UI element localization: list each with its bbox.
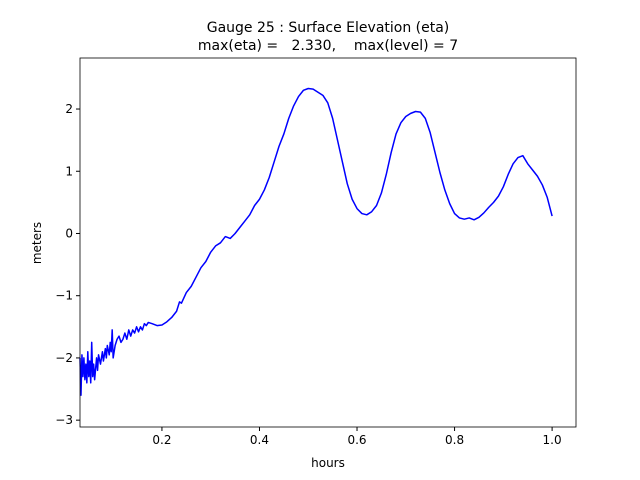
chart-title: Gauge 25 : Surface Elevation (eta) — [207, 20, 450, 36]
y-tick-label: 1 — [65, 164, 73, 178]
x-axis-label: hours — [311, 456, 345, 470]
y-tick-label: 0 — [65, 226, 73, 240]
y-tick-label: −3 — [55, 413, 73, 427]
y-tick-label: −1 — [55, 289, 73, 303]
data-line — [79, 87, 553, 397]
x-tick-label: 0.2 — [152, 433, 171, 447]
x-tick-label: 0.8 — [445, 433, 464, 447]
chart-subtitle: max(eta) = 2.330, max(level) = 7 — [198, 38, 458, 54]
y-axis-label: meters — [30, 222, 44, 264]
x-tick-label: 0.6 — [347, 433, 366, 447]
axes-frame — [79, 57, 577, 428]
y-tick-label: −2 — [55, 351, 73, 365]
y-tick-label: 2 — [65, 102, 73, 116]
x-tick-label: 1.0 — [543, 433, 562, 447]
x-tick-label: 0.4 — [250, 433, 269, 447]
